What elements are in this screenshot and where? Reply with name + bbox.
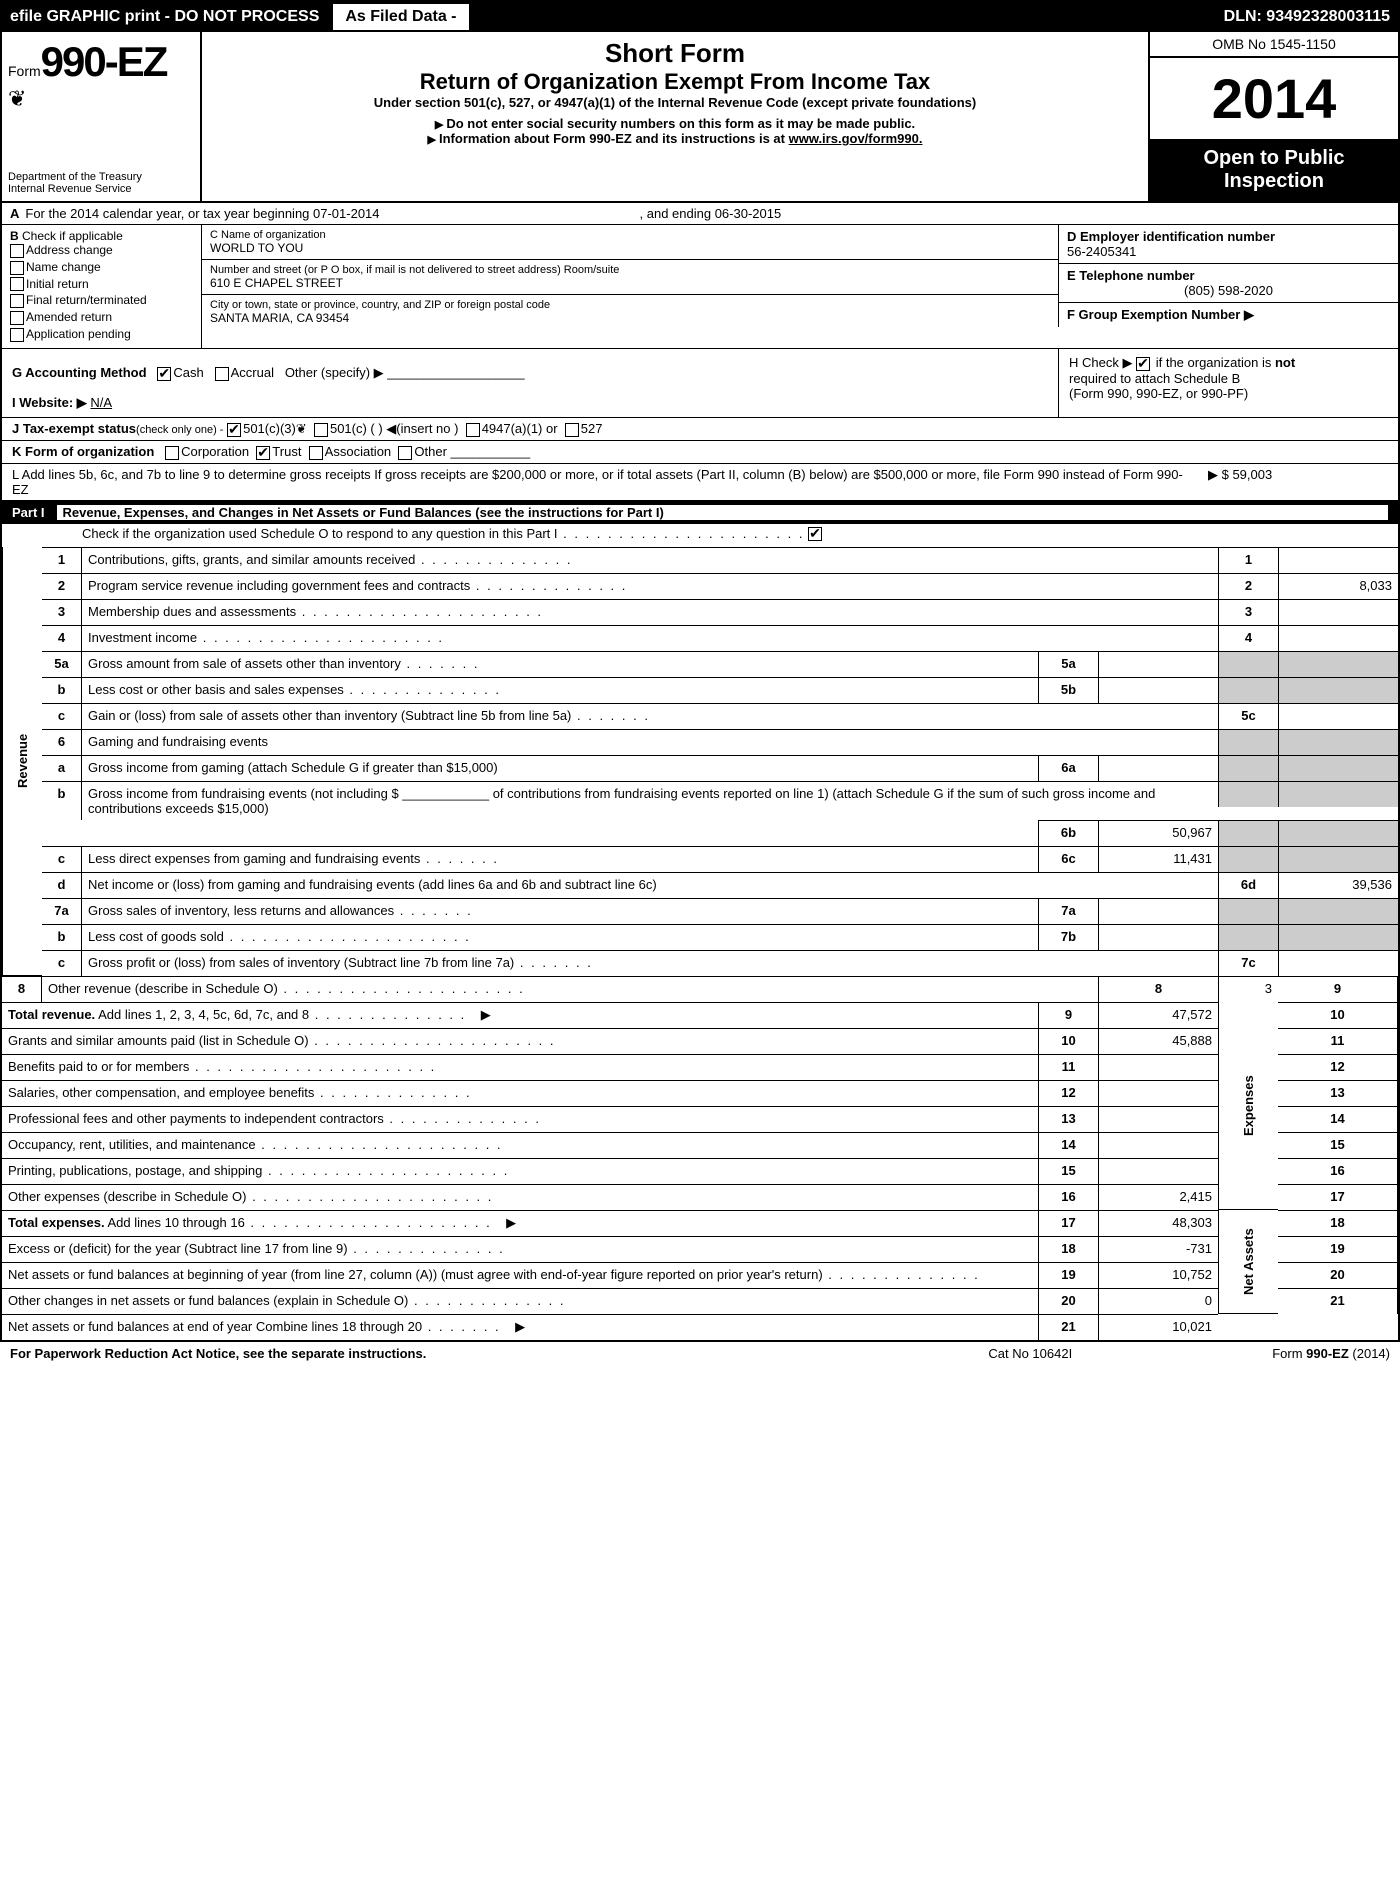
title-return: Return of Organization Exempt From Incom… [214, 69, 1136, 95]
chk-accrual[interactable] [215, 367, 229, 381]
dln-label: DLN: 93492328003115 [1216, 4, 1398, 30]
chk-amended-return[interactable] [10, 311, 24, 325]
chk-cash[interactable] [157, 367, 171, 381]
form-container: efile GRAPHIC print - DO NOT PROCESS As … [0, 0, 1400, 1342]
section-h: H Check ▶ if the organization is not req… [1058, 349, 1398, 417]
chk-schedule-o[interactable] [808, 527, 822, 541]
org-street: 610 E CHAPEL STREET [210, 276, 1050, 290]
form-ref: Form 990-EZ (2014) [1272, 1346, 1390, 1361]
chk-other-org[interactable] [398, 446, 412, 460]
arrow-icon [427, 131, 439, 146]
col-c-org-info: C Name of organization WORLD TO YOU Numb… [202, 225, 1058, 348]
cat-net-assets: Net Assets [1218, 1210, 1278, 1314]
header-left: Form990-EZ ❦ Department of the Treasury … [2, 32, 202, 201]
row-g-h: G Accounting Method Cash Accrual Other (… [2, 349, 1398, 418]
val-2: 8,033 [1278, 573, 1398, 599]
cat-revenue: Revenue [2, 547, 42, 976]
label-e-phone: E Telephone number [1067, 268, 1390, 283]
header-right: OMB No 1545-1150 2014 Open to Public Ins… [1148, 32, 1398, 201]
col-b-checkboxes: B Check if applicable Address change Nam… [2, 225, 202, 348]
row-l: L Add lines 5b, 6c, and 7b to line 9 to … [2, 464, 1398, 501]
inspection-label: Open to Public Inspection [1150, 139, 1398, 201]
part-1-header: Part I Revenue, Expenses, and Changes in… [2, 501, 1398, 524]
tax-year-begin: For the 2014 calendar year, or tax year … [25, 206, 379, 221]
chk-final-return[interactable] [10, 294, 24, 308]
label-c-street: Number and street (or P O box, if mail i… [210, 264, 1050, 276]
org-city: SANTA MARIA, CA 93454 [210, 311, 1050, 325]
val-20: 0 [1098, 1288, 1218, 1314]
chk-trust[interactable] [256, 446, 270, 460]
label-a: A [10, 206, 19, 221]
label-d-ein: D Employer identification number [1067, 229, 1390, 244]
part-1-sub: Check if the organization used Schedule … [2, 524, 1398, 548]
paperwork-notice: For Paperwork Reduction Act Notice, see … [10, 1346, 426, 1361]
website-value: N/A [90, 395, 112, 410]
as-filed-label: As Filed Data - [331, 2, 470, 32]
section-bcdef: B Check if applicable Address change Nam… [2, 225, 1398, 349]
footer: For Paperwork Reduction Act Notice, see … [0, 1342, 1400, 1365]
org-name: WORLD TO YOU [210, 241, 1050, 255]
chk-501c[interactable] [314, 423, 328, 437]
val-9: 47,572 [1098, 1002, 1218, 1028]
val-6b: 50,967 [1098, 820, 1218, 846]
top-bar: efile GRAPHIC print - DO NOT PROCESS As … [2, 2, 1398, 32]
chk-schedule-b[interactable] [1136, 357, 1150, 371]
form-number: 990-EZ [41, 38, 167, 85]
dept-irs: Internal Revenue Service [8, 183, 194, 195]
title-short-form: Short Form [214, 38, 1136, 69]
val-16: 2,415 [1098, 1184, 1218, 1210]
form-prefix: Form [8, 63, 41, 79]
chk-address-change[interactable] [10, 244, 24, 258]
omb-number: OMB No 1545-1150 [1150, 32, 1398, 58]
col-def: D Employer identification number 56-2405… [1058, 225, 1398, 348]
title-under-section: Under section 501(c), 527, or 4947(a)(1)… [214, 95, 1136, 110]
val-18: -731 [1098, 1236, 1218, 1262]
label-i: I Website: ▶ [12, 395, 87, 410]
header-row: Form990-EZ ❦ Department of the Treasury … [2, 32, 1398, 203]
val-17: 48,303 [1098, 1210, 1218, 1236]
efile-label: efile GRAPHIC print - DO NOT PROCESS [2, 4, 327, 30]
label-b: B [10, 229, 19, 243]
row-j: J Tax-exempt status(check only one) - 50… [2, 418, 1398, 441]
chk-association[interactable] [309, 446, 323, 460]
val-19: 10,752 [1098, 1262, 1218, 1288]
row-k: K Form of organization Corporation Trust… [2, 441, 1398, 464]
irs-logo-icon: ❦ [8, 86, 194, 112]
chk-527[interactable] [565, 423, 579, 437]
chk-name-change[interactable] [10, 261, 24, 275]
dept-treasury: Department of the Treasury [8, 171, 194, 183]
part-1-grid: Revenue 1Contributions, gifts, grants, a… [2, 547, 1398, 1340]
header-center: Short Form Return of Organization Exempt… [202, 32, 1148, 201]
check-if-applicable: Check if applicable [22, 229, 123, 243]
val-6c: 11,431 [1098, 846, 1218, 872]
row-a-tax-year: A For the 2014 calendar year, or tax yea… [2, 203, 1398, 225]
val-10: 45,888 [1098, 1028, 1218, 1054]
val-8: 3 [1218, 976, 1278, 1002]
ein-value: 56-2405341 [1067, 244, 1390, 259]
label-f-group: F Group Exemption Number ▶ [1067, 307, 1390, 323]
chk-application-pending[interactable] [10, 328, 24, 342]
chk-501c3[interactable] [227, 423, 241, 437]
label-c-name: C Name of organization [210, 229, 1050, 241]
cat-expenses: Expenses [1218, 1002, 1278, 1210]
val-6d: 39,536 [1278, 872, 1398, 898]
label-g: G Accounting Method [12, 365, 147, 380]
tax-year: 2014 [1150, 58, 1398, 139]
chk-initial-return[interactable] [10, 277, 24, 291]
phone-value: (805) 598-2020 [1067, 283, 1390, 298]
gross-receipts-value: 59,003 [1232, 467, 1272, 482]
val-21: 10,021 [1098, 1314, 1218, 1340]
chk-4947[interactable] [466, 423, 480, 437]
irs-link[interactable]: www.irs.gov/form990. [789, 131, 923, 146]
label-c-city: City or town, state or province, country… [210, 299, 1050, 311]
chk-corporation[interactable] [165, 446, 179, 460]
tax-year-end: , and ending 06-30-2015 [640, 206, 782, 221]
info-text: Information about Form 990-EZ and its in… [439, 131, 789, 146]
cat-no: Cat No 10642I [988, 1346, 1072, 1361]
title-ssn-warning: Do not enter social security numbers on … [214, 116, 1136, 131]
